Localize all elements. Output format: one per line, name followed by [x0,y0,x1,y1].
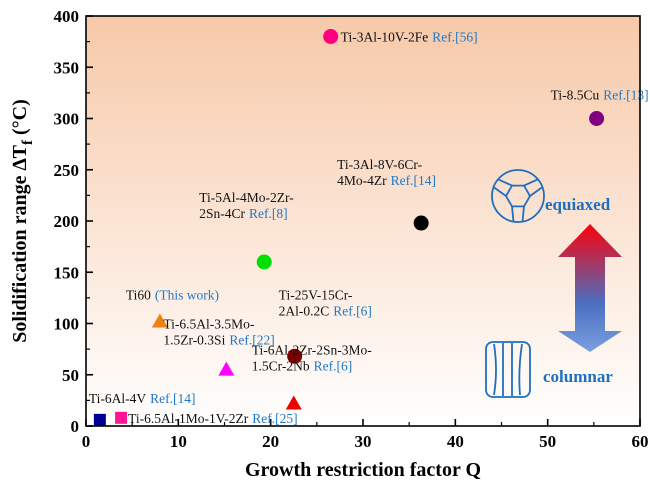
point-ti-3al-8v-6cr-4mo-4zr [413,215,429,231]
label-ti-6-5al-3-5mo-1-5zr-0-3si: Ti-6.5Al-3.5Mo- [163,317,255,332]
label-ti-6-5al-3-5mo-1-5zr-0-3si: 1.5Zr-0.3Si Ref.[22] [163,333,274,348]
equiaxed-grain-icon [491,169,545,223]
data-points [93,29,605,426]
label-ti-5al-4mo-2zr-2sn-4cr: Ti-5Al-4Mo-2Zr- [199,190,294,205]
x-tick-label: 50 [539,432,556,451]
x-tick-label: 10 [170,432,187,451]
y-tick-label: 100 [54,315,80,334]
reference-citation: Ref.[14] [391,173,436,188]
point-labels: Ti-3Al-10V-2Fe Ref.[56] Ti-8.5Cu Ref.[13] Ti… [89,30,649,426]
label-ti-6al-2zr-2sn-3mo-1-5cr-2nb: Ti-6Al-2Zr-2Sn-3Mo- [252,342,372,357]
reference-citation: (This work) [155,287,219,302]
transition-double-arrow [558,224,622,352]
x-axis-title: Growth restriction factor Q [245,459,481,481]
point-ti-25v-15cr-2al-0-2c [287,348,303,364]
plot-frame [85,15,641,427]
label-ti-25v-15cr-2al-0-2c: 2Al-0.2C Ref.[6] [279,303,372,318]
reference-citation: Ref.[14] [150,391,195,406]
reference-citation: Ref.[22] [229,333,274,348]
x-tick-label: 20 [262,432,279,451]
x-tick-label: 40 [447,432,464,451]
y-tick-label: 0 [71,417,80,436]
x-tick-label: 60 [632,432,649,451]
point-ti-6-5al-1mo-1v-2zr [115,411,128,424]
point-ti-6-5al-3-5mo-1-5zr-0-3si [218,361,235,376]
y-tick-label: 200 [54,212,80,231]
reference-citation: Ref.[6] [333,303,372,318]
label-ti-8-5cu: Ti-8.5Cu Ref.[13] [551,88,649,103]
reference-citation: Ref.[8] [249,206,288,221]
columnar-label: columnar [543,367,613,386]
point-ti60 [151,313,168,328]
label-ti-25v-15cr-2al-0-2c: Ti-25V-15Cr- [279,287,353,302]
reference-citation: Ref.[25] [252,411,297,426]
y-tick-label: 150 [54,263,80,282]
label-ti-3al-8v-6cr-4mo-4zr: Ti-3Al-8V-6Cr- [337,157,422,172]
y-tick-label: 50 [62,366,79,385]
reference-citation: Ref.[6] [314,358,353,373]
reference-citation: Ref.[13] [603,88,648,103]
reference-citation: Ref.[56] [432,30,477,45]
label-ti-6al-2zr-2sn-3mo-1-5cr-2nb: 1.5Cr-2Nb Ref.[6] [252,358,352,373]
point-ti-6al-4v [93,413,106,426]
point-ti-8-5cu [589,111,605,126]
y-tick-label: 300 [54,110,80,129]
point-ti-3al-10v-2fe [323,29,339,44]
label-ti-6al-4v: Ti-6Al-4V Ref.[14] [89,391,196,406]
point-ti-6al-2zr-2sn-3mo-1-5cr-2nb [285,395,302,410]
columnar-grain-icon [485,341,531,398]
y-tick-label: 350 [54,58,80,77]
x-tick-label: 30 [355,432,372,451]
axis-ticks: 0 10 20 30 40 50 60 0 50 100 150 200 250 300 350 400 [54,7,649,451]
equiaxed-label: equiaxed [545,195,611,214]
morphology-annotation: equiaxed columnar [485,169,622,398]
point-ti-5al-4mo-2zr-2sn-4cr [256,254,272,270]
label-ti60: Ti60 (This work) [126,287,219,302]
label-ti-6-5al-1mo-1v-2zr: Ti-6.5Al-1Mo-1V-2Zr Ref.[25] [128,411,298,426]
y-tick-label: 250 [54,161,80,180]
label-ti-3al-8v-6cr-4mo-4zr: 4Mo-4Zr Ref.[14] [337,173,436,188]
y-tick-label: 400 [54,7,80,26]
x-tick-label: 0 [82,432,91,451]
plot-background [86,16,640,426]
label-ti-5al-4mo-2zr-2sn-4cr: 2Sn-4Cr Ref.[8] [199,206,287,221]
label-ti-3al-10v-2fe: Ti-3Al-10V-2Fe Ref.[56] [341,30,478,45]
y-axis-title: Solidification range ∆Tf (°C) [9,99,36,343]
